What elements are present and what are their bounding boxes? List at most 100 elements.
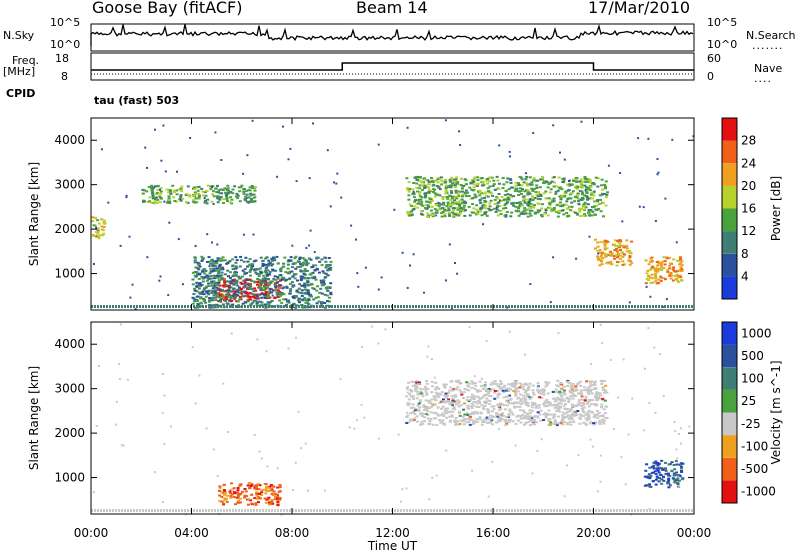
velocity-cell bbox=[456, 423, 460, 426]
power-speckle bbox=[509, 155, 511, 158]
power-speckle bbox=[336, 172, 339, 175]
power-cell bbox=[320, 258, 324, 261]
power-cell bbox=[208, 299, 212, 302]
power-cell bbox=[301, 298, 304, 301]
power-cell bbox=[471, 203, 475, 206]
power-nearrange-cell bbox=[115, 305, 117, 308]
velocity-cell bbox=[416, 393, 420, 396]
velocity-cell bbox=[554, 398, 558, 401]
power-nearrange-cell bbox=[574, 305, 576, 308]
velocity-cell bbox=[672, 474, 676, 477]
velocity-speckle bbox=[300, 447, 303, 450]
power-cell bbox=[264, 283, 268, 286]
power-cell bbox=[465, 183, 469, 186]
power-cell bbox=[195, 285, 199, 288]
power-speckle bbox=[656, 158, 659, 160]
power-cell bbox=[208, 306, 212, 309]
velocity-cell bbox=[223, 493, 226, 496]
power-cell bbox=[518, 175, 522, 178]
power-cell bbox=[327, 257, 331, 259]
power-cell bbox=[307, 298, 311, 301]
velocity-nearrange-cell bbox=[670, 509, 672, 512]
velocity-cell bbox=[675, 479, 679, 482]
power-cell bbox=[261, 278, 265, 281]
power-cell bbox=[486, 190, 490, 193]
velocity-cell bbox=[559, 400, 563, 402]
power-cell bbox=[457, 193, 460, 196]
velocity-speckle bbox=[120, 444, 123, 447]
power-cell bbox=[484, 204, 487, 207]
power-cell bbox=[210, 200, 214, 203]
velocity-nearrange-cell bbox=[634, 509, 636, 512]
power-nearrange-cell bbox=[364, 305, 366, 308]
power-cell bbox=[218, 263, 222, 266]
power-nearrange-cell bbox=[355, 305, 357, 308]
power-cell bbox=[581, 180, 585, 183]
velocity-cell bbox=[418, 382, 422, 385]
power-cell bbox=[661, 260, 665, 263]
power-cell bbox=[659, 275, 663, 278]
power-cell bbox=[526, 189, 530, 192]
power-cell bbox=[514, 205, 518, 208]
velocity-cell bbox=[424, 390, 428, 393]
power-cell bbox=[496, 179, 500, 182]
power-cell bbox=[623, 263, 627, 266]
power-cell bbox=[604, 180, 608, 183]
power-cell bbox=[241, 302, 245, 305]
power-cell bbox=[258, 286, 262, 288]
colorbar-tick-label: 12 bbox=[741, 224, 756, 238]
power-cell bbox=[500, 196, 504, 198]
velocity-cell bbox=[493, 397, 497, 400]
power-cell bbox=[406, 210, 410, 213]
power-speckle bbox=[146, 256, 149, 259]
velocity-cell bbox=[524, 403, 528, 406]
power-nearrange-cell bbox=[337, 305, 339, 308]
power-speckle bbox=[208, 265, 211, 268]
power-cell bbox=[181, 197, 185, 200]
power-cell bbox=[224, 299, 228, 302]
power-cell bbox=[328, 287, 332, 289]
power-cell bbox=[329, 260, 333, 263]
velocity-speckle bbox=[194, 402, 197, 405]
power-nearrange-cell bbox=[307, 305, 309, 308]
power-cell bbox=[236, 290, 240, 293]
power-cell bbox=[452, 214, 456, 217]
velocity-cell bbox=[268, 485, 272, 488]
velocity-cell bbox=[492, 388, 496, 391]
power-cell bbox=[273, 259, 277, 262]
velocity-nearrange-cell bbox=[175, 509, 177, 512]
power-speckle bbox=[580, 120, 583, 123]
velocity-cell bbox=[504, 424, 508, 427]
power-nearrange-cell bbox=[607, 305, 609, 308]
power-cell bbox=[238, 265, 242, 268]
power-cell bbox=[265, 267, 268, 270]
power-cell bbox=[461, 193, 465, 196]
power-cell bbox=[579, 215, 583, 217]
velocity-cell bbox=[424, 406, 428, 409]
power-nearrange-cell bbox=[529, 305, 531, 308]
power-speckle bbox=[506, 306, 509, 309]
power-nearrange-cell bbox=[274, 305, 276, 308]
power-cell bbox=[279, 293, 283, 296]
velocity-cell bbox=[516, 414, 520, 417]
power-cell bbox=[480, 197, 484, 200]
velocity-speckle bbox=[471, 469, 474, 472]
power-cell bbox=[150, 201, 153, 204]
velocity-cell bbox=[497, 418, 501, 421]
cpid-value: tau (fast) 503 bbox=[94, 94, 180, 107]
velocity-cell bbox=[531, 422, 535, 425]
power-nearrange-cell bbox=[418, 305, 420, 308]
power-cell bbox=[489, 199, 493, 202]
power-nearrange-cell bbox=[175, 305, 177, 308]
power-cell bbox=[202, 289, 206, 291]
power-cell bbox=[195, 271, 199, 274]
power-cell bbox=[645, 272, 649, 275]
power-cell bbox=[458, 199, 462, 202]
power-cell bbox=[655, 282, 659, 285]
velocity-cell bbox=[432, 395, 436, 398]
colorbar-tick-label: 500 bbox=[741, 349, 764, 363]
power-cell bbox=[156, 198, 160, 201]
power-speckle bbox=[125, 196, 128, 199]
power-cell bbox=[248, 186, 252, 189]
velocity-cell bbox=[476, 396, 480, 399]
